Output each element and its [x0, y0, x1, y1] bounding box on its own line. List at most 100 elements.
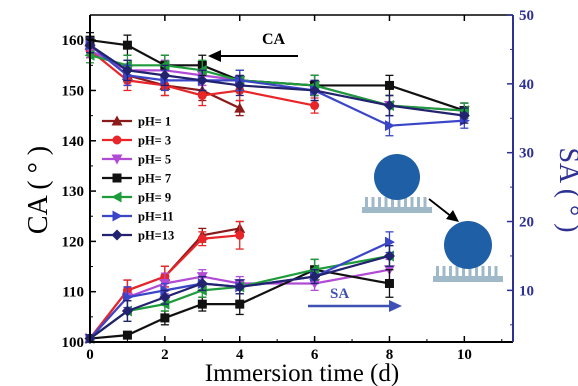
x-tick-label: 4 [236, 347, 244, 363]
y-left-tick-label: 130 [62, 184, 85, 200]
legend-label: pH= 1 [138, 115, 171, 129]
legend-label: pH=13 [138, 229, 174, 243]
y-left-tick-label: 100 [62, 335, 85, 351]
sa-point-ph13 [159, 291, 171, 303]
ca-arrow-label: CA [262, 31, 286, 48]
sa-point-ph3 [197, 234, 207, 244]
sa-arrow-label: SA [330, 286, 349, 302]
substrate-pillar [436, 266, 439, 277]
legend-marker [111, 115, 123, 126]
legend-marker [112, 135, 122, 145]
legend-label: pH=11 [138, 210, 174, 224]
transition-arrow-shaft [428, 198, 453, 218]
y-left-tick-label: 120 [62, 234, 85, 250]
ca-point-ph13 [458, 110, 470, 122]
sa-point-ph7 [122, 330, 132, 340]
ca-point-ph1 [234, 102, 246, 113]
legend-marker [111, 191, 122, 203]
droplet-illustration-2 [433, 221, 503, 282]
transition-arrow-head [446, 210, 459, 222]
ca-point-ph7 [384, 80, 394, 90]
y-right-tick-label: 50 [519, 8, 534, 24]
substrate-pillar [397, 197, 401, 208]
water-droplet [374, 154, 420, 200]
substrate-pillar [468, 266, 472, 277]
legend-marker [111, 154, 123, 165]
ca-point-ph13 [309, 84, 321, 96]
legend-label: pH= 7 [138, 172, 171, 186]
substrate-pillar [494, 266, 498, 277]
y-left-tick-label: 140 [62, 134, 85, 150]
x-tick-label: 8 [386, 347, 394, 363]
sa-point-ph11 [384, 236, 395, 248]
y-left-tick-label: 110 [62, 285, 84, 301]
sa-point-ph11 [122, 291, 133, 303]
legend-marker [112, 173, 122, 183]
substrate-pillar [488, 266, 491, 277]
legend-label: pH= 9 [138, 191, 171, 205]
ca-point-ph7 [122, 40, 132, 50]
x-axis-title: Immersion time (d) [205, 360, 399, 386]
substrate-pillar [455, 266, 459, 277]
sa-arrow-head [389, 300, 402, 312]
sa-point-ph7 [197, 299, 207, 309]
substrate-pillar [410, 197, 414, 208]
ca-arrow-head [208, 50, 221, 62]
ca-point-ph3 [310, 101, 320, 111]
sa-point-ph13 [234, 281, 246, 293]
ca-line-ph13 [89, 44, 465, 117]
y-left-tick-label: 160 [62, 33, 85, 49]
y-left-axis-title: CA ( ° ) [23, 146, 54, 234]
legend-marker [112, 210, 123, 222]
sa-point-ph13 [121, 305, 133, 317]
legend-marker [111, 229, 123, 241]
substrate-pillar [371, 197, 375, 208]
x-tick-label: 10 [457, 347, 472, 363]
substrate-base [362, 207, 432, 213]
substrate-pillar [417, 197, 420, 208]
substrate-pillar [481, 266, 485, 277]
legend: pH= 1 pH= 3 pH= 5 pH= 7 pH= 9 pH=11 pH=13 [102, 115, 174, 243]
y-left-tick-label: 150 [62, 83, 85, 99]
ca-point-ph13 [159, 69, 171, 81]
sa-point-ph13 [196, 277, 208, 289]
substrate-pillar [404, 197, 407, 208]
sa-point-ph7 [384, 278, 394, 288]
sa-point-ph13 [383, 250, 395, 262]
y-right-tick-label: 20 [519, 215, 534, 231]
annotations: CA SA [208, 31, 503, 312]
sa-point-ph7 [160, 313, 170, 323]
substrate-pillar [391, 197, 394, 208]
sa-point-ph7 [235, 299, 245, 309]
ca-point-ph13 [234, 79, 246, 91]
substrate-pillar [378, 197, 381, 208]
substrate-base [433, 276, 503, 282]
substrate-pillar [365, 197, 368, 208]
y-right-tick-label: 40 [519, 77, 534, 93]
y-right-tick-label: 10 [519, 283, 534, 299]
x-tick-label: 2 [161, 347, 169, 363]
sa-point-ph13 [309, 271, 321, 283]
y-right-axis-title: SA ( ° ) [553, 147, 578, 232]
substrate-pillar [475, 266, 478, 277]
substrate-pillar [449, 266, 452, 277]
water-droplet [444, 221, 492, 269]
ca-point-ph13 [383, 100, 395, 112]
series-ca-ph13 [84, 36, 470, 124]
ca-point-ph13 [121, 64, 133, 76]
substrate-pillar [423, 197, 427, 208]
sa-point-ph3 [235, 230, 245, 240]
legend-label: pH= 5 [138, 153, 171, 167]
ca-line-ph3 [89, 49, 315, 107]
legend-label: pH= 3 [138, 134, 171, 148]
substrate-pillar [462, 266, 465, 277]
ca-point-ph11 [384, 120, 395, 132]
ca-line-ph11 [89, 44, 465, 127]
ca-line-ph7 [89, 39, 465, 112]
substrate-pillar [384, 197, 388, 208]
substrate-pillar [442, 266, 446, 277]
ca-point-ph13 [196, 74, 208, 86]
x-tick-label: 6 [311, 347, 319, 363]
axis-layer: 0 2 4 6 8 10 100 110 120 130 140 150 160 10 20 30 40 50 [62, 8, 535, 363]
